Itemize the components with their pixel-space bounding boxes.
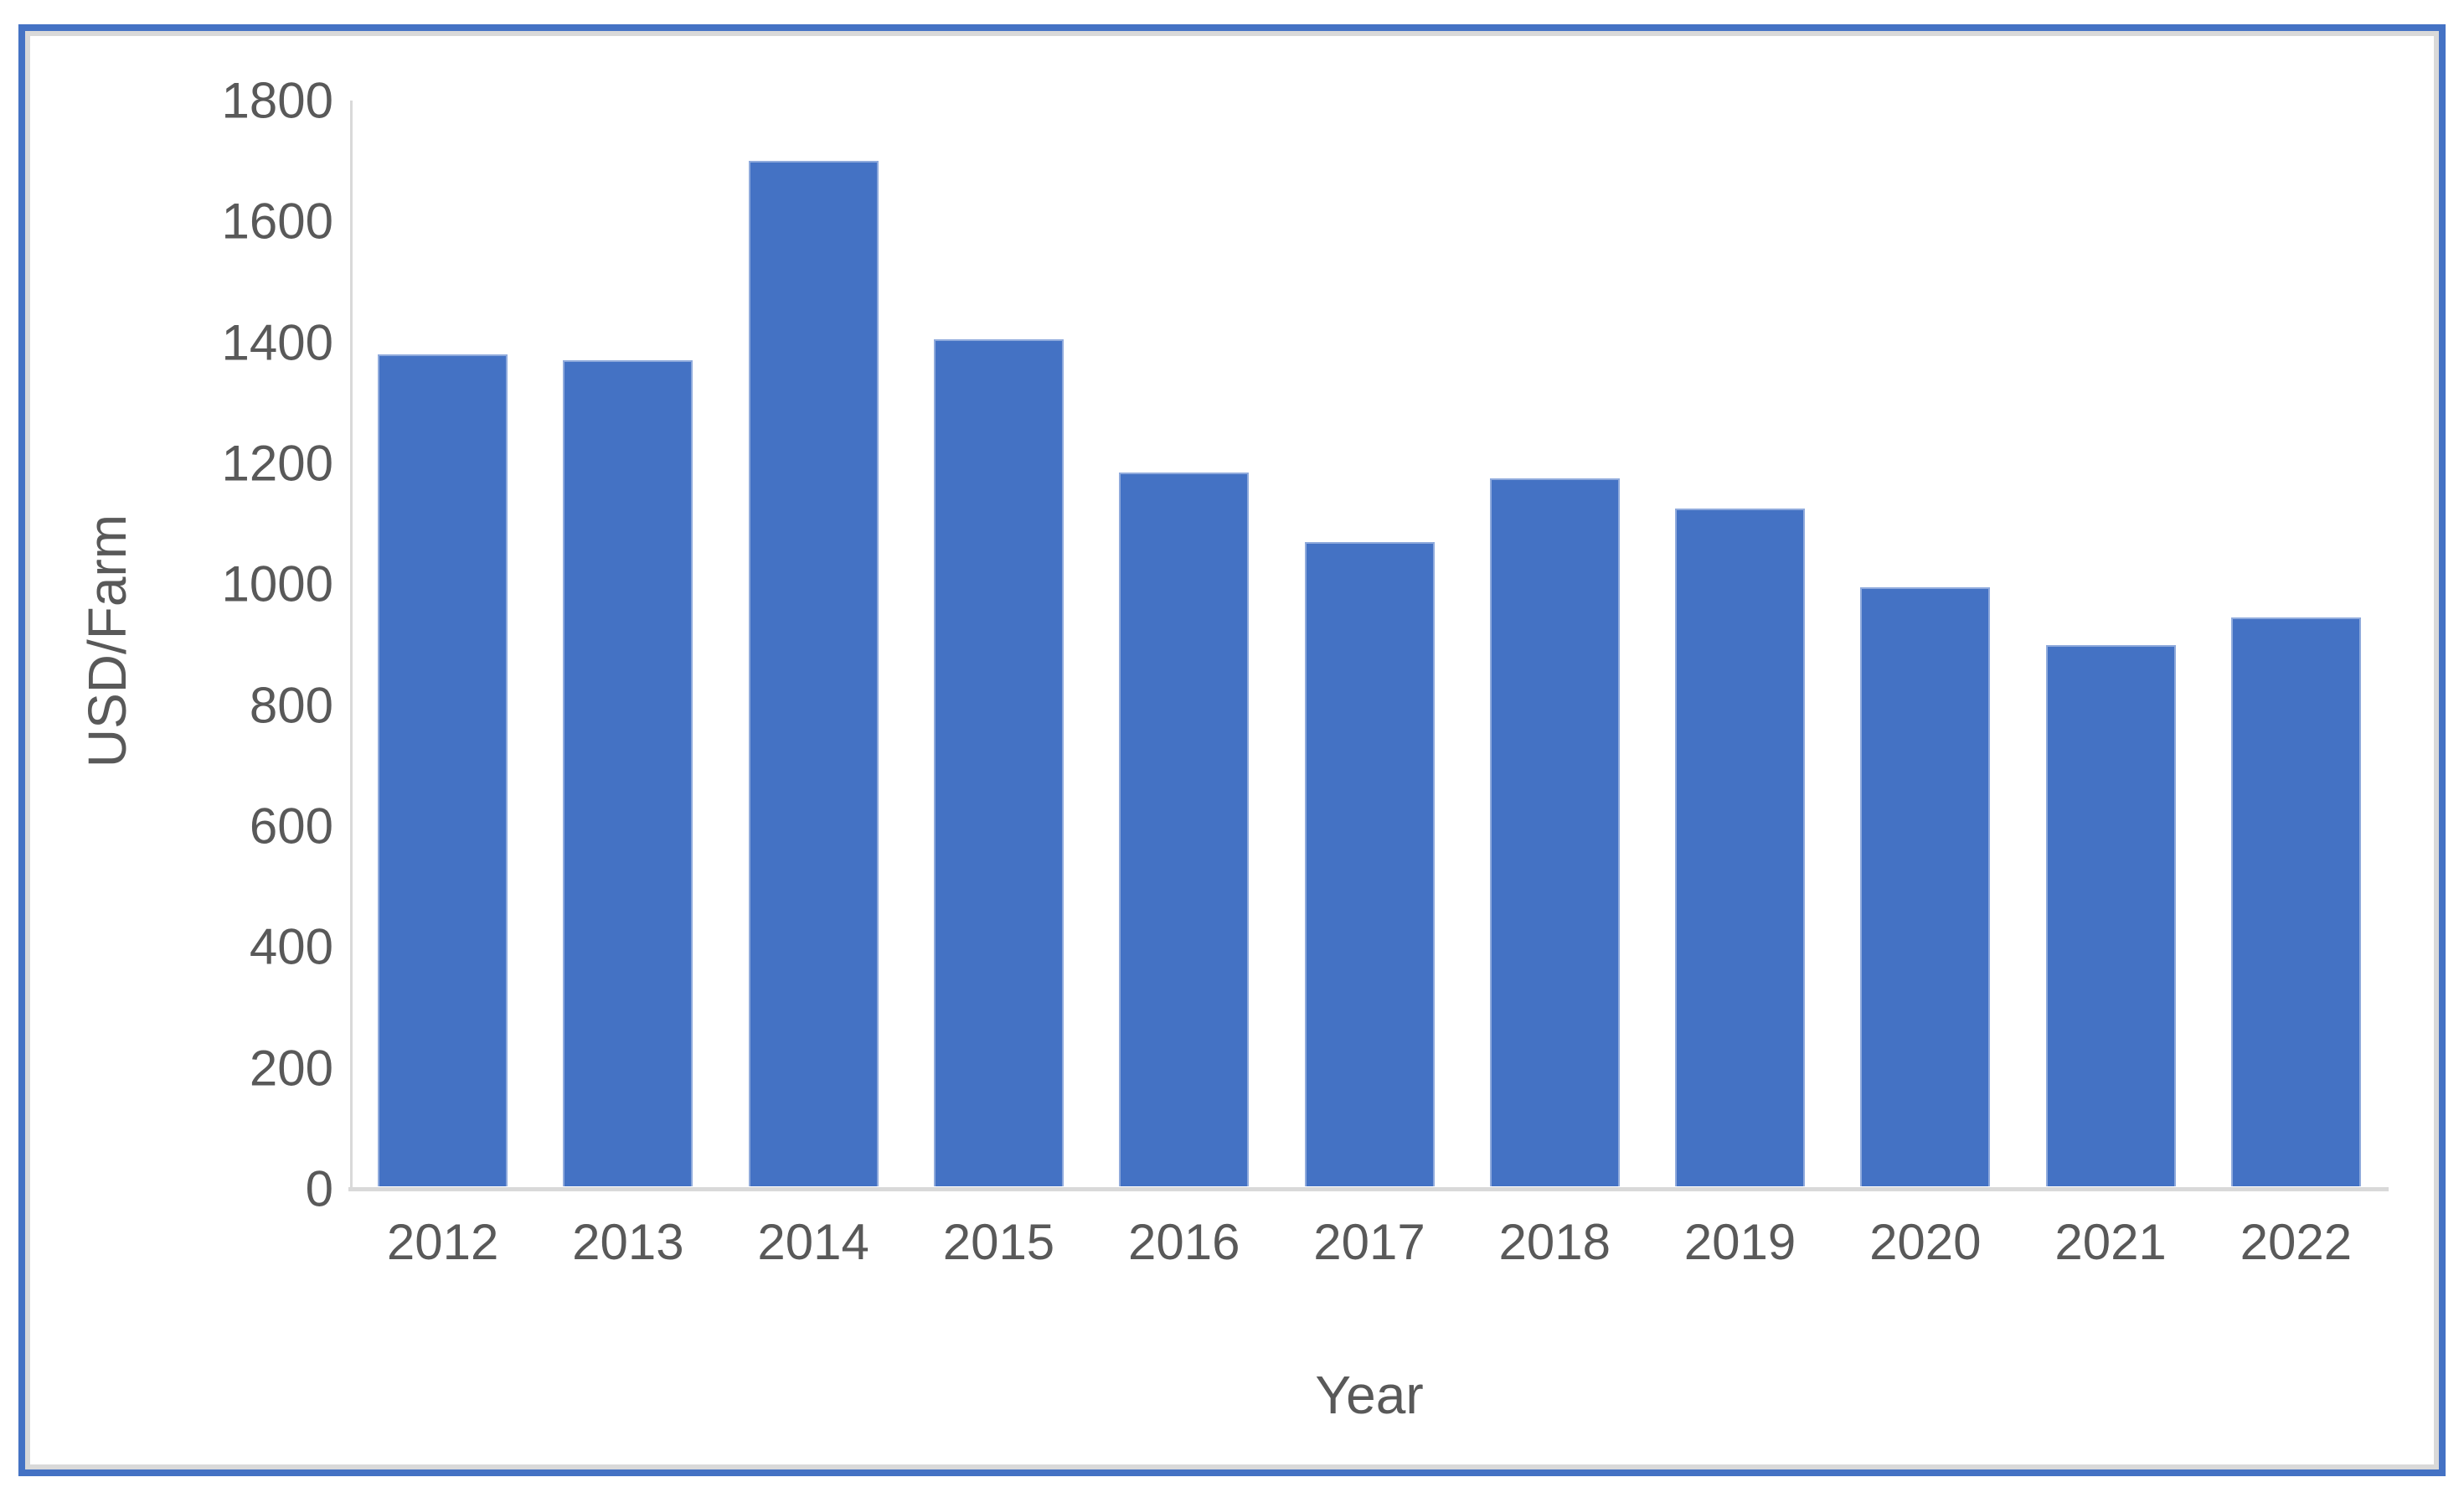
bar-2018	[1489, 478, 1620, 1186]
bar-2013	[563, 360, 693, 1186]
x-tick-label-2013: 2013	[572, 1214, 684, 1270]
y-tick-label: 0	[305, 1160, 333, 1217]
y-tick-label: 1400	[221, 314, 333, 371]
bar-2022	[2230, 617, 2361, 1186]
bar-2021	[2045, 644, 2176, 1186]
y-tick-label: 800	[249, 677, 333, 734]
x-tick-label-2021: 2021	[2054, 1214, 2167, 1270]
bar-2016	[1119, 472, 1250, 1186]
x-tick-label-2022: 2022	[2240, 1214, 2353, 1270]
y-tick-label: 200	[249, 1040, 333, 1097]
x-tick-label-2014: 2014	[757, 1214, 869, 1270]
x-tick-label-2020: 2020	[1869, 1214, 1982, 1270]
x-tick-label-2019: 2019	[1683, 1214, 1796, 1270]
x-tick-label-2016: 2016	[1127, 1214, 1240, 1270]
y-tick-label: 1600	[221, 193, 333, 250]
bar-2012	[378, 354, 508, 1186]
bar-2019	[1675, 509, 1806, 1186]
x-tick-label-2015: 2015	[942, 1214, 1055, 1270]
x-tick-label-2017: 2017	[1313, 1214, 1425, 1270]
x-tick-label-2012: 2012	[386, 1214, 499, 1270]
bar-2015	[933, 339, 1064, 1186]
y-tick-label: 400	[249, 918, 333, 975]
y-tick-label: 1800	[221, 72, 333, 129]
y-axis-line	[350, 101, 353, 1191]
x-axis-title: Year	[1315, 1365, 1424, 1425]
x-axis-line	[348, 1187, 2389, 1191]
y-tick-label: 1200	[221, 435, 333, 492]
bar-2017	[1304, 541, 1435, 1186]
y-tick-label: 1000	[221, 555, 333, 612]
y-tick-label: 600	[249, 798, 333, 855]
y-axis-title: USD/Farm	[77, 514, 137, 768]
bar-2020	[1860, 586, 1991, 1186]
x-tick-label-2018: 2018	[1498, 1214, 1611, 1270]
bar-2014	[748, 161, 879, 1186]
